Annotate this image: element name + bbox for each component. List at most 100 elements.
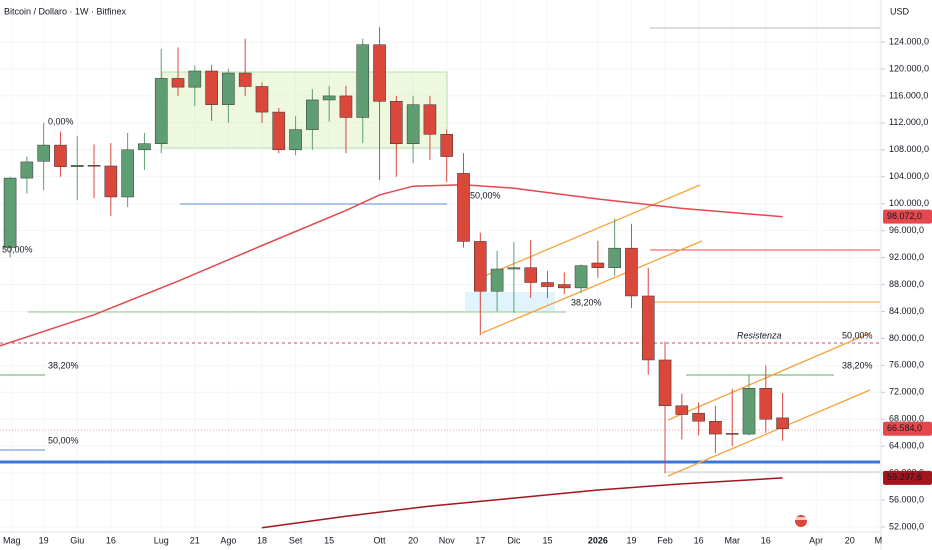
candle-body xyxy=(289,129,302,151)
x-tick-label: Set xyxy=(289,535,303,545)
y-tick-label: 120.000,0 xyxy=(889,63,929,73)
plot xyxy=(0,27,789,529)
candle-body xyxy=(557,284,571,289)
candle-body xyxy=(54,144,67,167)
candle-body xyxy=(524,267,537,283)
candle-body xyxy=(373,44,386,102)
currency-label: USD xyxy=(890,6,910,16)
fib-label: 50,00% xyxy=(48,435,79,445)
candle-body xyxy=(70,165,84,167)
chart-title: Bitcoin / Dollaro · 1W · Bitfinex xyxy=(4,6,127,16)
y-tick-label: 96.000,0 xyxy=(889,225,924,235)
x-tick-label: 18 xyxy=(257,535,267,545)
price-badge xyxy=(883,470,932,485)
candle-body xyxy=(641,295,655,361)
y-tick-label: 100.000,0 xyxy=(889,198,929,208)
x-tick-label: 2026 xyxy=(588,535,608,545)
x-tick-label: Dic xyxy=(507,535,520,545)
x-tick-label: Feb xyxy=(657,535,673,545)
y-tick-label: 116.000,0 xyxy=(889,90,928,100)
moving-average xyxy=(0,184,783,347)
candle-body xyxy=(675,405,689,415)
candle-body xyxy=(87,165,101,167)
y-tick-label: 108.000,0 xyxy=(889,144,929,154)
candle-body xyxy=(356,44,370,118)
candle-body xyxy=(205,70,218,105)
price-badge-label: 59.297,6 xyxy=(887,472,922,482)
candle-body xyxy=(322,95,336,101)
range-box xyxy=(161,71,448,149)
candle-body xyxy=(423,104,437,135)
price-badge-label: 66.584,0 xyxy=(887,423,922,433)
x-tick-label: 20 xyxy=(408,535,418,545)
y-tick-label: 64.000,0 xyxy=(889,441,924,451)
channel-line xyxy=(667,332,871,421)
y-tick-label: 84.000,0 xyxy=(889,306,924,316)
y-tick-label: 112.000,0 xyxy=(889,117,928,127)
x-tick-label: 15 xyxy=(542,535,552,545)
candle-body xyxy=(658,359,672,407)
x-tick-label: Apr xyxy=(809,535,823,545)
y-tick-label: 52.000,0 xyxy=(889,521,924,531)
candle-body xyxy=(3,177,17,248)
candle-body xyxy=(457,173,470,242)
candle-body xyxy=(272,111,286,151)
zone-box xyxy=(465,292,555,311)
x-tick-label: 21 xyxy=(190,535,200,545)
candle-body xyxy=(742,388,756,435)
x-tick-label: 16 xyxy=(694,535,704,545)
candle-body xyxy=(406,104,420,144)
y-tick-label: 76.000,0 xyxy=(889,360,924,370)
event-icon-stripe xyxy=(795,517,807,520)
candle-body xyxy=(541,282,554,287)
candle-body xyxy=(591,262,605,268)
axes: 52.000,056.000,060.000,064.000,068.000,0… xyxy=(3,36,929,545)
price-badge xyxy=(883,209,932,224)
resistance-label: Resistenza xyxy=(737,330,782,340)
fib-label: 38,20% xyxy=(571,297,602,307)
y-tick-label: 56.000,0 xyxy=(889,494,924,504)
candle-body xyxy=(709,421,722,435)
fib-label: 0,00% xyxy=(48,116,74,126)
x-tick-label: Ago xyxy=(220,535,236,545)
candle-body xyxy=(574,265,588,289)
fib-label: 50,00% xyxy=(842,330,873,340)
y-tick-label: 104.000,0 xyxy=(889,171,929,181)
price-badge-label: 98.072,0 xyxy=(887,211,922,221)
x-tick-label: Ott xyxy=(374,535,387,545)
x-tick-label: 16 xyxy=(761,535,771,545)
channel-line xyxy=(481,240,703,334)
candle-body xyxy=(339,95,353,118)
candle-body xyxy=(20,161,34,179)
x-tick-label: Giu xyxy=(70,535,84,545)
x-tick-label: Nov xyxy=(439,535,456,545)
fib-label: 38,20% xyxy=(48,360,79,370)
candle-body xyxy=(171,78,185,88)
candle-body xyxy=(776,417,789,430)
y-tick-label: 72.000,0 xyxy=(889,387,924,397)
y-tick-label: 68.000,0 xyxy=(889,414,924,424)
y-tick-label: 88.000,0 xyxy=(889,279,924,289)
candle-body xyxy=(692,412,705,422)
x-tick-label: M xyxy=(875,535,883,545)
candle-body xyxy=(306,99,319,130)
x-tick-label: 19 xyxy=(39,535,49,545)
candle-body xyxy=(390,101,403,144)
x-tick-label: Mar xyxy=(724,535,740,545)
candle-body xyxy=(188,70,202,88)
candle-body xyxy=(37,144,50,162)
x-tick-label: 19 xyxy=(626,535,636,545)
x-tick-label: 16 xyxy=(106,535,116,545)
candle-body xyxy=(104,165,118,198)
fib-label: 38,20% xyxy=(842,360,873,370)
fib-label: 50,00% xyxy=(2,244,33,254)
candle-body xyxy=(725,433,739,435)
candle-body xyxy=(238,72,252,87)
y-tick-label: 80.000,0 xyxy=(889,333,924,343)
x-tick-label: Lug xyxy=(154,535,169,545)
event-icon[interactable] xyxy=(795,515,807,527)
candle-body xyxy=(507,267,521,270)
price-badge xyxy=(883,421,932,436)
